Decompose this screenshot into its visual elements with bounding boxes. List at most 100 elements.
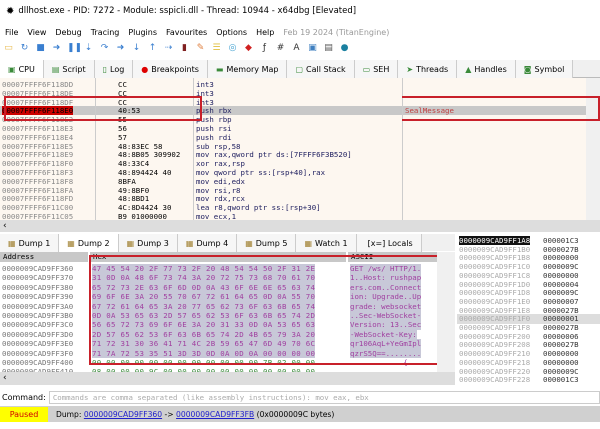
dump-row[interactable]: 0000009CAD9FF400 00 00 00 00 00 00 00 00 … [0,358,437,367]
disassembly-row[interactable]: 00007FFFF6F118DE CC int3 [0,89,586,98]
stack-row[interactable]: 0000009CAD9FF1B8 00000000 [457,253,600,262]
menu-debug[interactable]: Debug [55,27,82,37]
tab-handles[interactable]: ▲ Handles [457,60,516,78]
disassembly-row[interactable]: 00007FFFF6F11C05 B9 01000000 mov ecx,1 [0,212,586,220]
tab-script[interactable]: ▤ Script [43,60,95,78]
stack-row[interactable]: 0000009CAD9FF210 00000000 [457,349,600,358]
disassembly-row[interactable]: 00007FFFF6F118DF CC int3 [0,98,586,107]
address-column-header[interactable]: Address [0,252,88,262]
menu-plugins[interactable]: Plugins [128,27,158,37]
function-icon[interactable]: ƒ [262,42,267,53]
disassembly-row[interactable]: 00007FFFF6F11C00 4C:8D4424 30 lea r8,qword… [0,203,586,212]
dump-row[interactable]: 0000009CAD9FF3A0 67 72 61 64 65 3A 20 77 … [0,301,437,311]
dump-row[interactable]: 0000009CAD9FF360 47 45 54 20 2F 77 73 2F … [0,264,437,274]
stack-row[interactable]: 0000009CAD9FF1E8 0000027B [457,306,600,315]
dump-row[interactable]: 0000009CAD9FF390 69 6F 6E 3A 20 55 70 67 … [0,292,437,302]
dump-row[interactable]: 0000009CAD9FF3F0 71 7A 72 53 35 51 3D 3D … [0,348,437,358]
stack-row[interactable]: 0000009CAD9FF1C8 00000000 [457,271,600,280]
dump-horizontal-scrollbar[interactable]: ‹ [0,372,455,385]
animate-icon[interactable]: ⇢ [164,42,173,53]
tab-log[interactable]: ▯ Log [94,60,134,78]
stop-icon[interactable]: ■ [36,42,45,53]
dump-row[interactable]: 0000009CAD9FF380 65 72 73 2E 63 6F 6D 0D … [0,282,437,293]
stack-row[interactable]: 0000009CAD9FF1D8 0000009C [457,288,600,297]
disassembly-row[interactable]: 00007FFFF6F118E3 56 push rsi [0,124,586,133]
disassembly-row[interactable]: 00007FFFF6F118F0 48:33C4 xor rax,rsp [0,159,586,168]
font-icon[interactable]: A [293,42,300,53]
dump-vertical-scrollbar[interactable] [437,252,455,372]
disassembly-view[interactable]: 00007FFFF6F118DD CC int3 00007FFFF6F118DE CC… [0,78,586,220]
open-icon[interactable]: ▭ [4,42,13,53]
run-to-user-icon[interactable]: ➜ [116,42,125,53]
dump-row[interactable]: 0000009CAD9FF3D0 2D 57 65 62 53 6F 63 6B … [0,329,437,340]
hex-dump-view[interactable]: Address Hex ASCII 0000009CAD9FF360 47 45 … [0,252,437,372]
menu-tracing[interactable]: Tracing [90,27,120,37]
calculator-icon[interactable]: ▣ [308,42,317,53]
stack-view[interactable]: 0000009CAD9FF1A8 000001C3 0000009CAD9FF1B0… [457,234,600,384]
scylla-icon[interactable]: ▮ [182,42,187,53]
dump-end-link[interactable]: 0000009CAD9FF3FB [176,409,255,419]
restart-icon[interactable]: ↻ [20,42,29,53]
stack-row[interactable]: 0000009CAD9FF228 000001C3 [457,375,600,384]
step-over-icon[interactable]: ↷ [100,42,109,53]
patch-icon[interactable]: ✎ [196,42,205,53]
disassembly-horizontal-scrollbar[interactable]: ‹ [0,220,600,232]
tab-breakpoints[interactable]: ● Breakpoints [133,60,208,78]
trace-into-icon[interactable]: ↓ [132,42,141,53]
stack-row[interactable]: 0000009CAD9FF218 00000000 [457,358,600,367]
dump-row[interactable]: 0000009CAD9FF3B0 0D 0A 53 65 63 2D 57 65 … [0,311,437,321]
disassembly-row[interactable]: 00007FFFF6F118DD CC int3 [0,80,586,89]
menu-file[interactable]: File [5,27,19,37]
dump-start-link[interactable]: 0000009CAD9FF360 [83,409,163,419]
disassembly-row[interactable]: 00007FFFF6F118E9 48:8B05 309902 mov rax,qw… [0,150,586,159]
disassembly-row[interactable]: 00007FFFF6F118E4 57 push rdi [0,133,586,142]
disassembly-row[interactable]: 00007FFFF6F118FA 49:8BF0 mov rsi,r8 [0,186,586,195]
stack-row[interactable]: 0000009CAD9FF220 0000009C [457,367,600,376]
execute-till-return-icon[interactable]: ↑ [148,42,157,53]
dump-tab-dump-2[interactable]: ▦ Dump 2 [59,234,119,252]
stack-row[interactable]: 0000009CAD9FF200 00000006 [457,332,600,341]
dump-tab-dump-5[interactable]: ▦ Dump 5 [237,234,297,252]
dump-tab--x-locals[interactable]: [x=] Locals [356,234,422,252]
globe-icon[interactable]: ● [340,42,349,53]
menu-favourites[interactable]: Favourites [166,27,208,37]
disassembly-row[interactable]: 00007FFFF6F118F3 48:894424 40 mov qword pt… [0,168,586,177]
disassembly-row[interactable]: 00007FFFF6F118FD 48:8BD1 mov rdx,rcx [0,194,586,203]
dump-row[interactable]: 0000009CAD9FF3C0 56 65 72 73 69 6F 6E 3A … [0,320,437,330]
dump-tab-watch-1[interactable]: ▦ Watch 1 [296,234,357,252]
disassembly-row[interactable]: 00007FFFF6F118E5 48:83EC 58 sub rsp,58 [0,142,586,151]
stack-row[interactable]: 0000009CAD9FF1C0 0000009C [457,262,600,271]
dump-row[interactable]: 0000009CAD9FF370 31 0D 0A 48 6F 73 74 3A … [0,273,437,283]
dump-row[interactable]: 0000009CAD9FF3E0 71 72 31 30 36 41 71 4C … [0,339,437,349]
dump-tab-dump-3[interactable]: ▦ Dump 3 [118,234,178,252]
stack-row[interactable]: 0000009CAD9FF1E0 00000007 [457,297,600,306]
disassembly-row[interactable]: 00007FFFF6F118F8 8BFA mov edi,edx [0,177,586,186]
stack-row[interactable]: 0000009CAD9FF1B0 0000027B [457,245,600,254]
stack-row[interactable]: 0000009CAD9FF1A8 000001C3 [457,236,600,246]
dump-tab-dump-4[interactable]: ▦ Dump 4 [177,234,238,252]
tab-seh[interactable]: ▭ SEH [354,60,399,78]
disassembly-vertical-scrollbar[interactable] [586,78,600,220]
menu-view[interactable]: View [27,27,47,37]
dump-tab-dump-1[interactable]: ▦ Dump 1 [0,234,60,252]
command-input[interactable]: Commands are comma separated (like assem… [48,390,600,404]
menu-options[interactable]: Options [216,27,248,37]
disassembly-row[interactable]: 00007FFFF6F118E0 40:53 push rbx SealMessage [0,106,586,116]
tab-call-stack[interactable]: ▢ Call Stack [287,60,355,78]
stack-row[interactable]: 0000009CAD9FF1F0 00000001 [457,314,600,324]
label-icon[interactable]: ◎ [228,42,237,53]
tab-memory-map[interactable]: ▬ Memory Map [207,60,288,78]
hash-icon[interactable]: # [276,42,285,53]
menu-help[interactable]: Help [256,27,275,37]
dump-row[interactable]: 0000009CAD9FF410 08 00 00 00 9C 00 00 00 … [0,367,437,372]
device-icon[interactable]: ▤ [324,42,333,53]
tab-cpu[interactable]: ▣ CPU [0,60,44,78]
bookmark-icon[interactable]: ◆ [245,42,252,53]
stack-row[interactable]: 0000009CAD9FF1D0 00000004 [457,280,600,289]
run-icon[interactable]: ➜ [52,42,61,53]
stack-row[interactable]: 0000009CAD9FF208 0000027B [457,340,600,349]
comment-icon[interactable]: ☰ [212,42,221,53]
step-into-icon[interactable]: ⇣ [84,42,93,53]
tab-symbol[interactable]: ◙ Symbol [515,60,574,78]
stack-row[interactable]: 0000009CAD9FF1F8 0000027B [457,323,600,332]
